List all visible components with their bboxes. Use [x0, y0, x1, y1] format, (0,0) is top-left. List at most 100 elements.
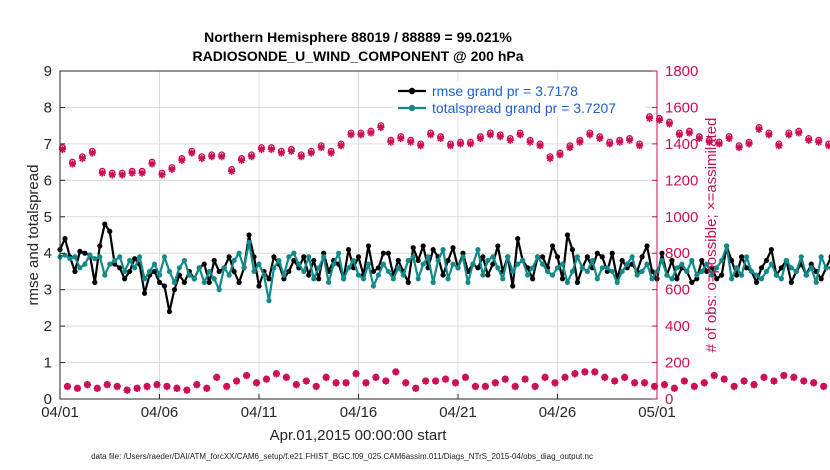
totalspread-point: [380, 261, 386, 267]
star-glyph: [357, 131, 365, 139]
obs-assimilated-marker: [88, 149, 96, 157]
obs-assimilated-marker: [586, 131, 594, 139]
star-glyph: [750, 381, 758, 389]
obs-assimilated-marker: [805, 136, 813, 144]
totalspread-point: [171, 279, 178, 285]
obs-assimilated-marker: [432, 377, 440, 385]
totalspread-point: [350, 257, 357, 264]
star-glyph: [675, 131, 683, 139]
star-glyph: [606, 140, 614, 148]
totalspread-point: [649, 276, 655, 282]
totalspread-point: [589, 257, 595, 264]
totalspread-point: [271, 265, 277, 271]
y-tick-label: 6: [44, 172, 52, 189]
obs-assimilated-marker: [556, 151, 564, 159]
star-glyph: [501, 375, 509, 383]
rmse-point: [490, 261, 496, 267]
totalspread-point: [326, 279, 332, 285]
obs-assimilated-marker: [312, 383, 320, 391]
rmse-point: [365, 243, 372, 249]
rmse-point: [440, 272, 446, 278]
star-glyph: [531, 383, 539, 391]
obs-assimilated-marker: [98, 169, 106, 177]
y2-tick-label: 200: [665, 355, 690, 372]
totalspread-point: [385, 268, 391, 275]
obs-assimilated-marker: [123, 386, 131, 394]
rmse-point: [206, 279, 212, 285]
obs-assimilated-marker: [675, 131, 683, 139]
star-glyph: [710, 372, 718, 380]
obs-assimilated-marker: [247, 153, 256, 161]
totalspread-point: [261, 272, 267, 278]
totalspread-point: [470, 261, 476, 267]
obs-assimilated-marker: [168, 165, 176, 173]
rmse-point: [669, 257, 675, 264]
totalspread-point: [629, 254, 635, 260]
totalspread-point: [286, 254, 292, 260]
obs-assimilated-marker: [685, 129, 693, 137]
obs-assimilated-marker: [342, 379, 350, 387]
star-glyph: [521, 375, 529, 383]
obs-assimilated-marker: [208, 153, 216, 161]
star-glyph: [427, 131, 435, 139]
star-glyph: [541, 373, 549, 382]
rmse-point: [122, 276, 128, 282]
obs-assimilated-marker: [322, 373, 330, 382]
star-glyph: [362, 379, 370, 387]
obs-assimilated-marker: [63, 383, 72, 391]
totalspread-point: [82, 261, 88, 267]
obs-assimilated-marker: [601, 373, 609, 382]
rmse-point: [316, 276, 322, 282]
obs-assimilated-marker: [461, 373, 470, 382]
totalspread-point: [554, 265, 561, 271]
rmse-point: [211, 257, 217, 264]
obs-assimilated-marker: [307, 149, 315, 157]
totalspread-point: [704, 261, 710, 267]
rmse-point: [301, 254, 307, 260]
star-glyph: [451, 379, 460, 387]
totalspread-point: [823, 265, 829, 271]
star-glyph: [780, 372, 788, 380]
obs-assimilated-marker: [670, 384, 679, 393]
star-glyph: [113, 383, 121, 391]
totalspread-point: [161, 254, 168, 260]
star-glyph: [272, 370, 281, 378]
rmse-point: [97, 243, 103, 249]
rmse-point: [156, 279, 163, 285]
rmse-point: [758, 265, 765, 271]
y-tick-label: 3: [44, 282, 52, 299]
obs-assimilated-marker: [138, 169, 146, 177]
totalspread-point: [345, 265, 352, 271]
totalspread-point: [614, 279, 620, 285]
obs-assimilated-marker: [223, 383, 231, 391]
totalspread-point: [609, 268, 615, 275]
star-glyph: [586, 131, 594, 139]
obs-assimilated-marker: [377, 123, 385, 132]
totalspread-point: [753, 272, 760, 278]
star-glyph: [631, 379, 639, 387]
obs-assimilated-marker: [213, 373, 221, 382]
totalspread-point: [296, 261, 302, 267]
legend-box: [394, 81, 646, 117]
star-glyph: [317, 143, 325, 152]
rmse-point: [77, 248, 83, 254]
star-glyph: [158, 171, 166, 179]
star-glyph: [108, 171, 116, 179]
star-glyph: [233, 377, 241, 385]
obs-assimilated-marker: [705, 138, 713, 146]
y2-axis-label: # of obs: o=possible; ×=assimilated: [703, 118, 720, 353]
totalspread-point: [564, 279, 571, 285]
totalspread-point: [316, 265, 322, 271]
totalspread-point: [375, 272, 381, 278]
obs-assimilated-marker: [820, 383, 828, 391]
totalspread-point: [758, 276, 765, 282]
x-tick-label: 04/06: [141, 404, 179, 421]
obs-assimilated-marker: [436, 134, 445, 143]
rmse-point: [311, 257, 317, 264]
star-glyph: [178, 156, 186, 164]
obs-assimilated-marker: [760, 373, 768, 382]
obs-assimilated-marker: [392, 368, 400, 376]
rmse-point: [410, 245, 416, 251]
